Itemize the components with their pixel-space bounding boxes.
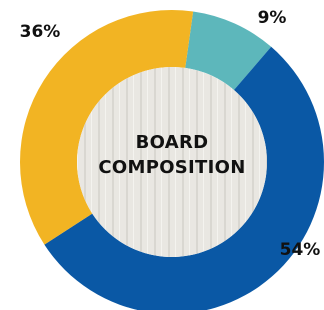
value-label: 9% [258, 8, 287, 28]
value-label: 54% [280, 240, 321, 260]
value-label: 36% [20, 22, 61, 42]
chart: 9% 54% 36% BOARD COMPOSITION [0, 0, 324, 310]
chart-title: BOARD COMPOSITION [97, 130, 247, 180]
